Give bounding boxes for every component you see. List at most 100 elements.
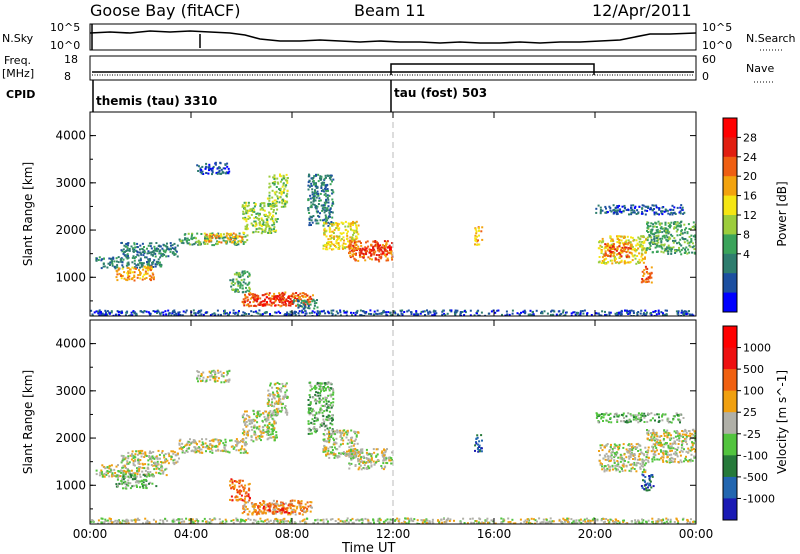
power-cell — [342, 246, 345, 249]
velocity-cell — [233, 487, 235, 490]
power-cell — [272, 176, 275, 179]
power-cell — [682, 212, 685, 215]
power-cell — [601, 310, 604, 313]
velocity-cell — [231, 479, 234, 482]
velocity-cell — [353, 430, 356, 433]
power-cell — [398, 314, 401, 316]
power-cell — [255, 212, 258, 215]
velocity-cell — [289, 506, 292, 508]
velocity-cell — [269, 394, 271, 397]
velocity-cell — [358, 453, 361, 456]
power-cell — [245, 220, 248, 223]
power-cell — [104, 309, 107, 312]
power-cell — [664, 227, 667, 230]
velocity-cell — [220, 439, 223, 442]
velocity-cell — [350, 462, 353, 465]
power-cell — [676, 224, 679, 227]
power-cell — [323, 309, 325, 312]
power-cell — [227, 171, 230, 174]
power-cell — [139, 248, 141, 251]
velocity-cell — [139, 475, 142, 478]
power-cell — [635, 262, 638, 265]
power-cell — [150, 242, 153, 245]
power-cell — [274, 193, 277, 196]
velocity-cell — [221, 449, 224, 452]
velocity-cell — [323, 444, 326, 447]
power-cell — [610, 210, 613, 213]
power-cell — [247, 282, 250, 285]
beam-title: Beam 11 — [354, 1, 426, 20]
power-cell — [330, 234, 333, 237]
power-cell — [116, 266, 119, 269]
velocity-cell — [326, 419, 329, 422]
velocity-cell — [309, 432, 312, 435]
velocity-cell — [315, 428, 318, 431]
power-cell — [326, 188, 329, 190]
velocity-cell — [249, 422, 252, 425]
power-cell — [350, 247, 353, 250]
power-cell — [596, 312, 599, 315]
power-region — [255, 295, 294, 307]
power-cell — [621, 250, 623, 252]
velocity-cell — [209, 378, 212, 381]
power-cell — [208, 233, 211, 236]
power-cell — [572, 311, 575, 314]
power-cell — [100, 314, 103, 316]
power-cell — [243, 300, 246, 303]
velocity-cell — [243, 421, 246, 424]
power-cell — [335, 227, 338, 230]
power-cell — [111, 261, 113, 264]
velocity-region — [115, 473, 158, 490]
velocity-region — [241, 499, 313, 516]
power-cell — [241, 205, 244, 208]
power-cell — [248, 216, 251, 219]
power-cell — [272, 301, 275, 304]
velocity-cell — [262, 412, 265, 415]
power-cell — [268, 211, 271, 214]
velocity-cell — [276, 510, 279, 513]
power-cell — [313, 311, 316, 314]
power-cell — [125, 243, 128, 245]
power-cell — [131, 257, 134, 259]
power-cell — [243, 212, 246, 215]
velocity-cell — [347, 450, 350, 453]
power-cell — [604, 246, 607, 248]
power-cell — [337, 237, 339, 240]
power-cell — [308, 221, 311, 224]
power-cell — [573, 311, 576, 314]
power-cell — [280, 205, 283, 208]
power-cell — [686, 252, 689, 255]
power-cell — [97, 310, 100, 313]
velocity-cell — [245, 491, 248, 494]
power-cell — [410, 313, 413, 315]
velocity-cell — [319, 400, 322, 403]
power-cell — [274, 311, 277, 314]
cpid-label: CPID — [6, 88, 35, 101]
power-cell — [302, 292, 305, 295]
power-cell — [679, 234, 682, 236]
velocity-cell — [155, 455, 158, 458]
velocity-cell — [255, 513, 258, 516]
power-cell — [355, 235, 358, 238]
power-cell — [253, 209, 256, 212]
power-cell — [170, 248, 172, 251]
power-cell — [669, 223, 671, 226]
power-cell — [327, 194, 330, 197]
power-cell — [616, 213, 619, 215]
power-cell — [225, 232, 228, 235]
velocity-cell — [238, 490, 241, 493]
power-cell — [673, 227, 675, 230]
power-cell — [628, 251, 631, 254]
velocity-cell — [293, 499, 296, 502]
power-cell — [550, 310, 552, 313]
power-cell — [450, 309, 453, 312]
velocity-cell — [278, 395, 281, 398]
velocity-cell — [129, 482, 132, 485]
power-cell — [281, 295, 284, 298]
power-cell — [657, 238, 660, 241]
power-cell — [666, 250, 669, 253]
power-cell — [456, 309, 459, 312]
power-cell — [342, 247, 344, 250]
power-cell — [617, 209, 619, 212]
velocity-cell — [235, 449, 238, 452]
